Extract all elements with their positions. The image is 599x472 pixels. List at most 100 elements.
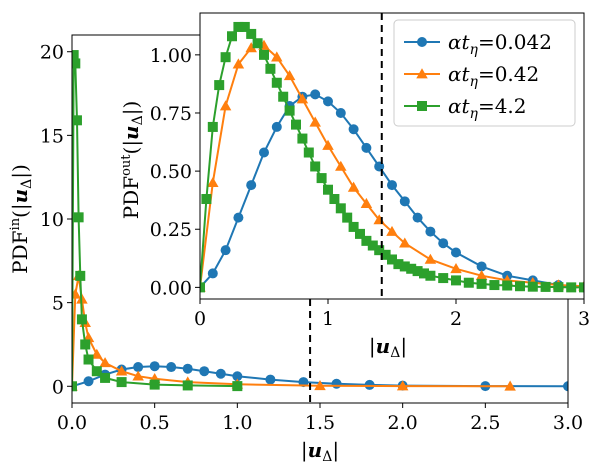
data-point bbox=[200, 282, 205, 293]
data-point bbox=[380, 249, 391, 260]
data-point bbox=[232, 58, 245, 69]
data-point bbox=[424, 253, 437, 264]
data-point bbox=[116, 377, 127, 388]
data-point bbox=[83, 376, 94, 387]
inset-y-axis: 0.00 0.25 0.50 0.75 1.00 bbox=[150, 45, 200, 299]
data-point bbox=[347, 181, 360, 192]
data-point bbox=[182, 380, 193, 391]
data-point bbox=[393, 259, 404, 270]
data-point bbox=[91, 366, 102, 377]
data-point bbox=[425, 270, 436, 281]
y-tick: 0.25 bbox=[150, 219, 200, 241]
y-tick: 10 bbox=[40, 209, 72, 231]
data-point bbox=[233, 212, 244, 223]
data-point bbox=[342, 212, 353, 223]
y-tick-label: 0.75 bbox=[150, 103, 192, 125]
data-point bbox=[73, 212, 84, 223]
series-2 bbox=[200, 21, 584, 293]
data-point bbox=[303, 147, 314, 158]
data-point bbox=[399, 261, 410, 272]
x-tick-label: 2 bbox=[450, 308, 462, 330]
data-point bbox=[387, 254, 397, 265]
data-point bbox=[364, 379, 375, 390]
data-point bbox=[72, 58, 81, 69]
data-point bbox=[489, 280, 500, 291]
data-point bbox=[367, 240, 378, 251]
data-point bbox=[329, 194, 340, 205]
x-tick-label: 0.0 bbox=[57, 412, 87, 434]
data-point bbox=[450, 263, 462, 274]
x-tick: 0.5 bbox=[140, 403, 170, 434]
data-point bbox=[265, 374, 276, 385]
data-point bbox=[232, 381, 243, 392]
data-point bbox=[166, 362, 177, 373]
data-point bbox=[91, 348, 103, 359]
y-tick: 0.75 bbox=[150, 103, 200, 125]
data-point bbox=[316, 173, 327, 184]
x-tick-label: 0 bbox=[194, 308, 206, 330]
x-tick-label: 2.5 bbox=[470, 412, 500, 434]
data-point bbox=[314, 380, 326, 391]
data-point bbox=[396, 380, 409, 391]
data-point bbox=[335, 107, 346, 118]
data-point bbox=[335, 203, 346, 214]
data-point bbox=[278, 91, 289, 102]
x-tick: 0 bbox=[194, 299, 206, 330]
series-2 bbox=[72, 50, 243, 392]
data-point bbox=[406, 263, 417, 274]
data-point bbox=[355, 228, 365, 239]
y-tick: 5 bbox=[52, 293, 72, 315]
data-point bbox=[214, 80, 225, 91]
data-point bbox=[233, 21, 244, 32]
x-tick: 1 bbox=[322, 299, 334, 330]
inset-x-axis: 0 1 2 3 bbox=[194, 299, 590, 330]
legend-swatch-marker bbox=[417, 101, 427, 111]
y-tick: 1.00 bbox=[150, 45, 200, 67]
data-point bbox=[504, 380, 516, 391]
y-tick: 20 bbox=[40, 42, 72, 64]
data-point bbox=[252, 38, 263, 49]
data-point bbox=[566, 282, 577, 293]
y-tick: 15 bbox=[40, 125, 72, 147]
data-point bbox=[207, 268, 218, 279]
data-point bbox=[72, 115, 82, 126]
main-y-axis-label: PDFin(|uΔ|) bbox=[8, 164, 35, 274]
data-point bbox=[399, 196, 410, 207]
x-tick: 0.0 bbox=[57, 403, 87, 434]
x-tick-label: 1.5 bbox=[305, 412, 335, 434]
data-point bbox=[463, 277, 474, 288]
data-point bbox=[246, 28, 257, 39]
data-point bbox=[502, 280, 513, 291]
main-y-axis: 0 5 10 15 20 bbox=[40, 42, 72, 398]
data-point bbox=[219, 100, 232, 111]
data-point bbox=[245, 42, 257, 53]
inset-axes-frame bbox=[199, 12, 585, 300]
data-point bbox=[80, 339, 91, 350]
data-point bbox=[72, 381, 77, 392]
data-point bbox=[232, 371, 243, 382]
data-point bbox=[297, 133, 308, 144]
legend-item: αtη=4.2 bbox=[404, 94, 527, 122]
data-point bbox=[374, 245, 385, 256]
data-point bbox=[271, 51, 283, 62]
data-point bbox=[201, 194, 212, 205]
legend-swatch-marker bbox=[416, 68, 428, 79]
data-point bbox=[132, 370, 144, 381]
data-point bbox=[265, 63, 276, 74]
x-tick: 2.0 bbox=[388, 403, 418, 434]
legend-box bbox=[393, 19, 576, 127]
data-point bbox=[149, 379, 160, 390]
data-point bbox=[76, 314, 87, 325]
data-point bbox=[348, 221, 359, 232]
data-point bbox=[100, 372, 111, 383]
y-tick-label: 15 bbox=[40, 125, 64, 147]
data-point bbox=[182, 363, 193, 374]
data-point bbox=[310, 161, 321, 172]
y-tick-label: 0.00 bbox=[150, 277, 192, 299]
x-tick-label: 1.0 bbox=[222, 412, 252, 434]
data-point bbox=[387, 180, 397, 191]
main-plot-area bbox=[72, 35, 568, 403]
legend-label: αtη=0.42 bbox=[448, 62, 539, 90]
